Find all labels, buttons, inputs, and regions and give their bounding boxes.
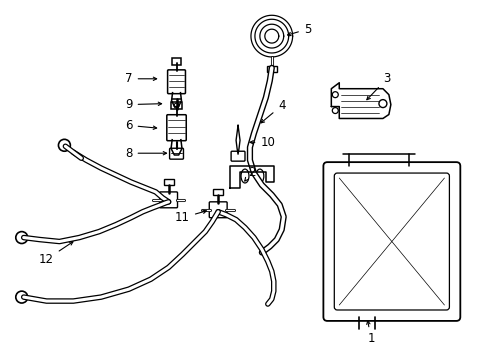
Text: 3: 3 — [366, 72, 390, 100]
Text: 4: 4 — [261, 99, 285, 123]
Bar — [171, 58, 181, 65]
Text: 12: 12 — [39, 242, 73, 266]
Bar — [266, 66, 276, 72]
Text: 11: 11 — [175, 210, 206, 224]
Text: 1: 1 — [366, 321, 374, 345]
Bar — [213, 189, 223, 195]
Text: 10: 10 — [249, 136, 275, 149]
Text: 9: 9 — [125, 98, 161, 111]
Text: 8: 8 — [125, 147, 166, 160]
Text: 6: 6 — [125, 119, 156, 132]
Bar — [171, 102, 182, 109]
Text: 5: 5 — [287, 23, 310, 36]
Bar — [163, 179, 173, 185]
Text: 2: 2 — [244, 166, 255, 181]
Text: 7: 7 — [125, 72, 156, 85]
